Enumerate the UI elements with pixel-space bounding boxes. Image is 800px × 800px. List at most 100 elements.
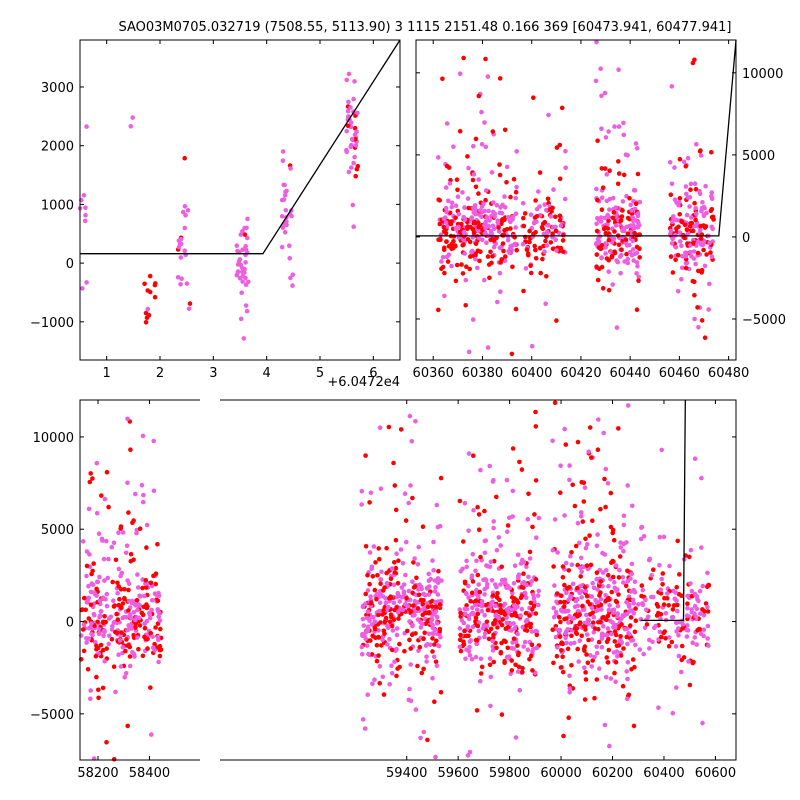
data-point: [364, 615, 370, 621]
data-point: [530, 668, 535, 673]
data-point: [377, 425, 383, 431]
data-point: [693, 211, 699, 216]
data-point: [533, 230, 538, 235]
data-point: [113, 629, 118, 635]
data-point: [673, 644, 679, 649]
data-point: [589, 664, 594, 669]
x-tick-label: 1: [103, 366, 111, 381]
data-point: [134, 597, 140, 603]
data-point: [561, 232, 566, 238]
data-point: [687, 204, 692, 209]
data-point: [485, 74, 491, 79]
data-point: [599, 93, 604, 99]
data-point: [482, 631, 488, 636]
data-point: [560, 669, 566, 675]
data-point: [651, 567, 656, 572]
data-point: [135, 572, 140, 577]
data-point: [692, 603, 698, 609]
data-point: [555, 645, 560, 650]
data-point: [491, 620, 496, 626]
data-point: [487, 662, 493, 668]
data-point: [595, 447, 601, 453]
data-point: [490, 129, 496, 134]
data-point: [344, 77, 350, 83]
data-point: [288, 275, 293, 281]
data-point: [474, 607, 480, 612]
data-point: [155, 634, 161, 640]
data-point: [600, 615, 605, 620]
data-point: [649, 573, 654, 578]
data-point: [455, 194, 461, 199]
data-point: [469, 590, 475, 596]
data-point: [491, 226, 497, 232]
data-point: [635, 211, 641, 216]
data-point: [470, 605, 475, 610]
data-point: [577, 638, 583, 643]
data-point: [443, 205, 449, 211]
data-point: [621, 172, 627, 178]
data-point: [706, 307, 711, 312]
data-point: [461, 620, 467, 626]
data-point: [442, 293, 447, 299]
data-point: [567, 477, 572, 483]
data-point: [516, 664, 522, 670]
data-point: [583, 670, 588, 675]
data-point: [596, 583, 602, 589]
data-point: [502, 217, 507, 222]
data-point: [525, 251, 531, 256]
data-point: [352, 125, 358, 131]
data-point: [488, 249, 493, 255]
y-tick-label: 2000: [41, 140, 74, 155]
data-point: [505, 234, 511, 239]
data-point: [243, 275, 248, 281]
data-point: [603, 251, 608, 256]
data-point: [466, 349, 472, 355]
data-point: [685, 155, 691, 161]
data-point: [434, 638, 439, 644]
data-point: [498, 543, 504, 548]
data-point: [528, 270, 534, 276]
data-point: [477, 258, 482, 264]
data-point: [661, 602, 667, 607]
data-point: [125, 723, 130, 729]
data-point: [656, 705, 661, 710]
data-point: [431, 654, 437, 660]
data-point: [462, 205, 467, 210]
data-point: [513, 662, 518, 668]
data-point: [461, 539, 466, 544]
data-point: [363, 636, 369, 641]
data-point: [465, 753, 471, 758]
data-point: [584, 632, 590, 637]
data-point: [653, 623, 658, 629]
data-point: [569, 616, 575, 621]
data-point: [490, 644, 496, 649]
data-point: [675, 602, 680, 608]
data-point: [388, 594, 393, 599]
x-tick-label: 60440: [609, 366, 650, 381]
data-point: [583, 536, 588, 542]
data-point: [488, 559, 494, 565]
data-point: [497, 270, 503, 276]
data-point: [394, 632, 400, 638]
data-point: [460, 271, 466, 276]
data-point: [437, 198, 443, 203]
data-point: [599, 126, 604, 131]
data-point: [487, 463, 493, 469]
data-point: [553, 626, 559, 632]
data-point: [104, 538, 109, 544]
data-point: [562, 513, 567, 518]
data-point: [632, 629, 638, 635]
data-point: [499, 712, 505, 717]
data-point: [563, 442, 569, 447]
data-point: [371, 614, 376, 620]
data-point: [520, 624, 526, 630]
data-point: [557, 213, 563, 219]
data-point: [487, 275, 492, 281]
data-point: [590, 658, 595, 663]
data-point: [677, 196, 683, 201]
data-point: [408, 662, 414, 667]
data-point: [109, 544, 115, 550]
data-point: [527, 239, 532, 245]
data-point: [107, 633, 112, 638]
data-point: [484, 619, 490, 625]
